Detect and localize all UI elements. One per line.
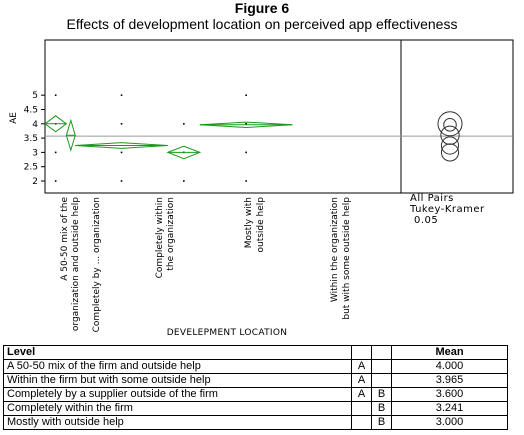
data-point [120, 123, 123, 125]
level-cell: Completely within the firm [3, 401, 352, 416]
group-letter-2: B [371, 401, 392, 416]
x-category-label: Completely by ... organization [92, 197, 102, 332]
figure-subtitle: Effects of development location on perce… [66, 16, 458, 32]
group-letter-1 [351, 415, 372, 430]
x-category-label: Within the organization [330, 197, 340, 302]
comparison-circle [440, 136, 460, 155]
group-letter-2 [371, 359, 392, 374]
group-letter-1: A [351, 359, 372, 374]
x-axis-label: DEVELEPMENT LOCATION [167, 328, 288, 338]
table-header-row: Level Mean [3, 345, 508, 360]
group-letter-2 [371, 373, 392, 388]
connecting-letters-table: Level Mean A 50-50 mix of the firm and o… [3, 345, 508, 430]
y-axis-label: AE [9, 112, 19, 124]
data-point [54, 151, 57, 154]
data-point [120, 180, 123, 182]
oneway-chart: 2 2.5 3 3.5 4 4.5 5 AE All PairsTukey-Kramer0.… [9, 39, 514, 338]
y-tick-label: 3.5 [24, 134, 38, 144]
table-row: Within the firm but with some outside he… [3, 373, 508, 388]
table-row: A 50-50 mix of the firm and outside help… [3, 359, 508, 374]
group-letter-2: B [371, 387, 392, 402]
x-category-labels: A 50-50 mix of the organization and outsi… [60, 197, 352, 333]
mean-header: Mean [391, 345, 508, 360]
group-letter-1: A [351, 373, 372, 388]
level-header: Level [3, 345, 352, 360]
x-category-label: the organization [166, 197, 176, 271]
table-row: Completely within the firm B 3.241 [3, 401, 508, 416]
comparison-circle [440, 125, 460, 145]
x-category-label: Completely within [155, 197, 165, 278]
plot-frame [44, 39, 402, 194]
comparison-circle [437, 111, 463, 137]
data-points [54, 94, 247, 182]
x-category-label: organization and outside help [71, 197, 81, 331]
comparison-circles [437, 111, 463, 162]
level-cell: Within the firm but with some outside he… [3, 373, 352, 388]
data-point [245, 151, 247, 154]
x-category-label: outside help [256, 197, 266, 253]
data-point [245, 94, 247, 96]
comparison-label-line: 0.05 [414, 215, 438, 226]
comparison-circles-frame [400, 39, 514, 194]
x-category-label: but with some outside help [342, 197, 352, 320]
y-tick-label: 5 [32, 91, 38, 101]
means-diamonds [44, 115, 293, 160]
table-row: Completely by a supplier outside of the … [3, 387, 508, 402]
level-cell: Completely by a supplier outside of the … [3, 387, 352, 402]
level-cell: A 50-50 mix of the firm and outside help [3, 359, 352, 374]
comparison-circle [440, 143, 460, 162]
comparison-circle [443, 118, 457, 132]
y-axis-ticks: 2 2.5 3 3.5 4 4.5 5 [24, 91, 45, 187]
figure-title: Figure 6 [234, 0, 290, 16]
data-point [120, 151, 123, 154]
mean-cell: 4.000 [391, 359, 508, 374]
data-point [54, 180, 57, 182]
y-tick-label: 2 [32, 177, 38, 187]
y-tick-label: 4.5 [24, 106, 38, 116]
x-category-label: A 50-50 mix of the [60, 197, 70, 281]
y-tick-label: 3 [32, 148, 38, 158]
data-point [183, 123, 185, 125]
comparison-label-line: Tukey-Kramer [409, 204, 485, 215]
mean-cell: 3.241 [391, 401, 508, 416]
group-letter-2: B [371, 415, 392, 430]
y-tick-label: 2.5 [24, 163, 38, 173]
group-header-2 [371, 345, 392, 360]
comparison-label-line: All Pairs [410, 193, 454, 204]
level-cell: Mostly with outside help [3, 415, 352, 430]
mean-cell: 3.000 [391, 415, 508, 430]
data-point [120, 94, 123, 96]
data-point [245, 180, 247, 182]
data-point [245, 123, 247, 125]
group-letter-1: A [351, 387, 372, 402]
group-letter-1 [351, 401, 372, 416]
y-tick-label: 4 [32, 120, 38, 130]
mean-cell: 3.600 [391, 387, 508, 402]
data-point [54, 94, 57, 96]
group-header-1 [351, 345, 372, 360]
data-point [183, 180, 185, 182]
mean-cell: 3.965 [391, 373, 508, 388]
x-category-label: Mostly with [244, 197, 254, 248]
table-row: Mostly with outside help B 3.000 [3, 415, 508, 430]
